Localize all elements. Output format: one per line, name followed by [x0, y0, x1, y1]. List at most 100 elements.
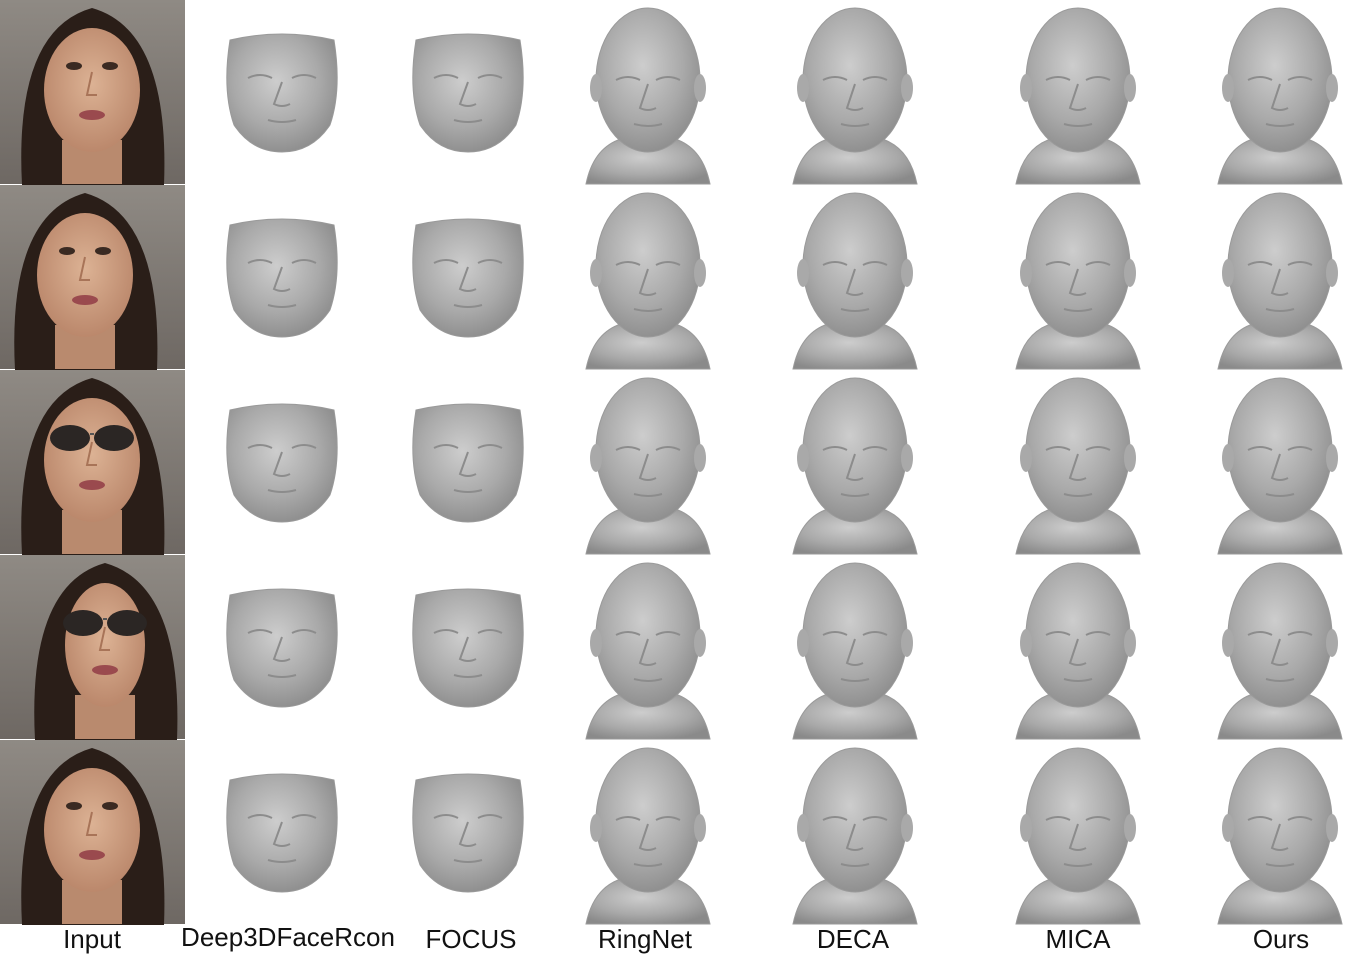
lips — [79, 110, 105, 120]
mesh-eye-left — [615, 261, 641, 266]
mesh-mouth — [1265, 493, 1295, 497]
mesh-mouth — [633, 308, 663, 312]
mesh-nose — [1270, 453, 1289, 481]
head-mesh-neck — [1015, 509, 1141, 555]
mesh-ear-right — [901, 814, 913, 842]
mesh-ear-left — [1222, 74, 1234, 102]
sunglasses-lens-left — [50, 425, 90, 451]
cell-row3-col3 — [412, 403, 524, 523]
column-label-deca: DECA — [816, 924, 890, 954]
mesh-nose — [1068, 83, 1087, 111]
mesh-ear-left — [1020, 259, 1032, 287]
cell-row5-col2 — [226, 773, 338, 893]
mesh-eye-right — [1287, 631, 1313, 636]
cell-row3-col2 — [226, 403, 338, 523]
head-mesh — [1227, 7, 1333, 153]
column-label-mica: MICA — [1045, 924, 1111, 954]
mesh-eye-left — [615, 631, 641, 636]
cell-row1-col5 — [792, 7, 918, 185]
face — [44, 28, 140, 152]
mesh-mouth — [840, 678, 870, 682]
eye-left — [66, 802, 82, 810]
cell-row4-col7 — [1217, 562, 1343, 740]
mesh-nose — [638, 268, 657, 296]
cell-row1-col7 — [1217, 7, 1343, 185]
head-mesh-neck — [1217, 139, 1343, 185]
head-mesh-neck — [585, 324, 711, 370]
mesh-mouth — [453, 119, 483, 123]
face-mask-mesh — [226, 33, 338, 153]
column-label-deep3dfacercon: Deep3DFaceRcon — [181, 922, 395, 952]
cell-row2-col2 — [226, 218, 338, 338]
mesh-mouth — [453, 489, 483, 493]
mesh-eye-left — [247, 444, 273, 449]
cell-row1-col1 — [0, 0, 185, 185]
lips — [79, 850, 105, 860]
mesh-eye-left — [247, 814, 273, 819]
mesh-eye-left — [433, 444, 459, 449]
mesh-eye-right — [655, 631, 681, 636]
mesh-nose — [458, 266, 477, 292]
head-mesh-neck — [1015, 139, 1141, 185]
head-mesh — [1227, 192, 1333, 338]
mesh-mouth — [453, 859, 483, 863]
mesh-eye-left — [822, 446, 848, 451]
mesh-eye-right — [477, 814, 503, 819]
eye-right — [95, 247, 111, 255]
cell-row5-col1 — [0, 740, 185, 925]
mesh-ear-left — [797, 814, 809, 842]
cell-row4-col3 — [412, 588, 524, 708]
cell-row4-col6 — [1015, 562, 1141, 740]
cell-row5-col7 — [1217, 747, 1343, 925]
head-mesh — [1025, 7, 1131, 153]
mesh-ear-left — [797, 259, 809, 287]
head-mesh-neck — [585, 694, 711, 740]
mesh-eye-right — [655, 261, 681, 266]
mesh-nose — [272, 266, 291, 292]
mesh-eye-right — [1287, 261, 1313, 266]
head-mesh-neck — [585, 879, 711, 925]
mesh-eye-right — [1287, 76, 1313, 81]
mesh-ear-right — [901, 74, 913, 102]
mesh-eye-right — [862, 631, 888, 636]
face-mask-mesh — [412, 33, 524, 153]
mesh-eye-left — [615, 76, 641, 81]
mesh-eye-left — [1247, 446, 1273, 451]
mesh-mouth — [840, 493, 870, 497]
mesh-nose — [458, 81, 477, 107]
cell-row4-col2 — [226, 588, 338, 708]
mesh-eye-right — [477, 259, 503, 264]
column-label-focus: FOCUS — [425, 924, 517, 954]
head-mesh-neck — [792, 879, 918, 925]
face-mask-mesh — [226, 403, 338, 523]
mesh-eye-left — [1045, 816, 1071, 821]
face-mask-mesh — [226, 218, 338, 338]
head-mesh-neck — [585, 139, 711, 185]
cell-row4-col1 — [0, 555, 185, 740]
face — [37, 213, 133, 337]
mesh-ear-right — [901, 259, 913, 287]
mesh-mouth — [1063, 123, 1093, 127]
mesh-ear-left — [1020, 444, 1032, 472]
head-mesh — [802, 562, 908, 708]
mesh-nose — [272, 81, 291, 107]
mesh-mouth — [267, 859, 297, 863]
mesh-ear-left — [1020, 629, 1032, 657]
cell-row2-col5 — [792, 192, 918, 370]
mesh-nose — [272, 636, 291, 662]
mesh-ear-left — [797, 629, 809, 657]
mesh-nose — [1068, 268, 1087, 296]
mesh-eye-right — [291, 259, 317, 264]
mesh-eye-right — [1085, 816, 1111, 821]
mesh-eye-right — [477, 629, 503, 634]
mesh-eye-left — [247, 259, 273, 264]
face-mask-mesh — [226, 773, 338, 893]
mesh-eye-left — [822, 261, 848, 266]
mesh-eye-left — [615, 446, 641, 451]
mesh-ear-left — [1222, 444, 1234, 472]
head-mesh — [1025, 562, 1131, 708]
cell-row5-col4 — [585, 747, 711, 925]
cell-row3-col4 — [585, 377, 711, 555]
head-mesh-neck — [792, 509, 918, 555]
mesh-eye-left — [247, 74, 273, 79]
